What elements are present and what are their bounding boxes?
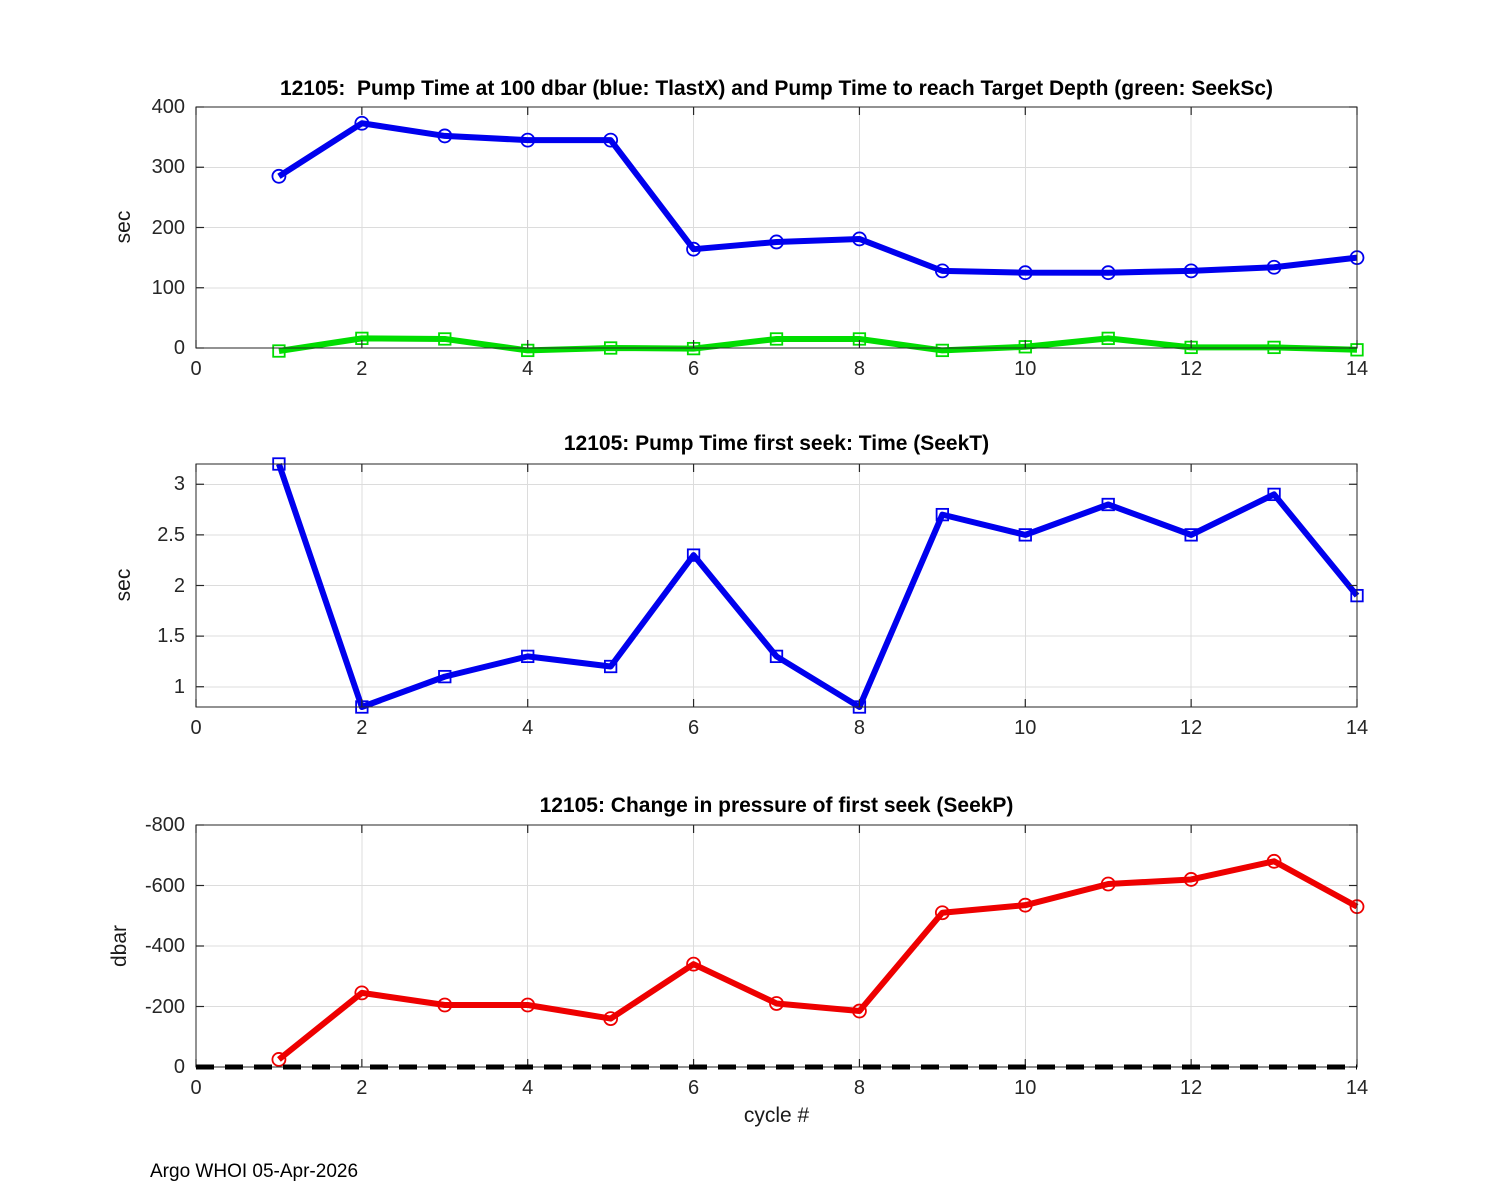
data-marker-circle xyxy=(852,1003,867,1019)
y-tick-label: 200 xyxy=(151,216,185,239)
data-marker-square xyxy=(686,548,701,562)
x-tick-label: 0 xyxy=(190,358,202,380)
data-marker-circle xyxy=(520,997,536,1013)
data-marker-circle xyxy=(686,956,701,972)
y-tick-label: 0 xyxy=(173,1056,185,1078)
data-marker-circle xyxy=(271,1052,287,1067)
data-marker-circle xyxy=(603,132,619,148)
x-tick-label: 10 xyxy=(1014,358,1037,380)
data-marker-square xyxy=(603,659,618,674)
x-tick-label: 6 xyxy=(688,717,700,739)
data-marker-circle xyxy=(354,115,370,131)
footer-note: Argo WHOI 05-Apr-2026 xyxy=(150,1161,359,1182)
y-tick-label: -800 xyxy=(144,814,185,836)
x-tick-label: 14 xyxy=(1345,1077,1369,1099)
x-tick-label: 14 xyxy=(1345,358,1369,380)
x-tick-label: 8 xyxy=(853,1077,865,1099)
data-marker-circle xyxy=(1100,876,1116,892)
y-tick-label: -600 xyxy=(144,874,185,897)
data-marker-circle xyxy=(1183,872,1199,887)
data-marker-square xyxy=(1018,528,1032,542)
data-marker-circle xyxy=(686,241,701,257)
x-tick-label: 10 xyxy=(1014,717,1037,739)
y-tick-label: 300 xyxy=(151,156,185,179)
data-marker-square xyxy=(1267,340,1281,355)
data-marker-circle xyxy=(1266,259,1282,275)
data-marker-square xyxy=(1101,497,1115,512)
data-marker-circle xyxy=(934,263,950,279)
data-marker-square xyxy=(438,669,452,684)
data-marker-circle xyxy=(437,128,453,144)
x-tick-label: 4 xyxy=(522,1077,534,1099)
data-marker-square xyxy=(935,343,950,358)
chart-title: 12105: Change in pressure of first seek … xyxy=(539,794,1014,817)
series-line-SeekSc xyxy=(278,335,1358,354)
x-tick-label: 12 xyxy=(1180,717,1203,739)
data-marker-circle xyxy=(1266,853,1282,869)
x-tick-label: 0 xyxy=(190,1077,202,1099)
y-tick-label: 100 xyxy=(151,276,185,299)
data-marker-circle xyxy=(934,905,950,921)
y-tick-label: 0 xyxy=(173,337,185,359)
data-marker-square xyxy=(769,332,784,346)
data-marker-circle xyxy=(437,997,453,1013)
data-marker-circle xyxy=(1017,265,1033,281)
data-marker-square xyxy=(521,649,535,664)
data-marker-circle xyxy=(769,234,784,250)
x-tick-label: 6 xyxy=(688,1077,700,1099)
data-marker-square xyxy=(272,344,286,358)
x-tick-label: 8 xyxy=(853,358,865,380)
x-tick-label: 10 xyxy=(1014,1077,1037,1099)
data-marker-square xyxy=(1267,487,1281,502)
data-marker-square xyxy=(769,649,784,664)
x-tick-label: 8 xyxy=(853,717,865,739)
data-marker-circle xyxy=(852,231,867,247)
series-line-TlastX xyxy=(277,120,1358,276)
y-tick-label: 3 xyxy=(173,473,185,496)
data-marker-square xyxy=(1101,331,1115,346)
data-marker-circle xyxy=(1017,897,1033,913)
chart-title: 12105: Pump Time first seek: Time (SeekT… xyxy=(563,432,990,455)
data-marker-circle xyxy=(603,1011,619,1026)
data-marker-square xyxy=(438,332,452,346)
series-line-SeekP xyxy=(277,858,1359,1062)
x-tick-label: 14 xyxy=(1345,717,1369,739)
data-marker-square xyxy=(935,507,950,522)
x-tick-label: 12 xyxy=(1180,358,1203,380)
chart-title: 12105: Pump Time at 100 dbar (blue: Tlas… xyxy=(279,77,1274,100)
data-marker-square xyxy=(1184,528,1198,542)
series-line-SeekT xyxy=(276,463,1360,710)
data-marker-circle xyxy=(1183,263,1199,279)
y-tick-label: 2 xyxy=(173,574,185,597)
data-marker-circle xyxy=(520,132,536,148)
y-tick-label: 2.5 xyxy=(157,523,185,546)
y-tick-label: 1.5 xyxy=(157,625,185,648)
data-marker-circle xyxy=(354,985,370,1001)
y-tick-label: -200 xyxy=(144,995,185,1018)
y-tick-label: 1 xyxy=(173,675,185,698)
x-tick-label: 2 xyxy=(356,717,368,739)
data-marker-circle xyxy=(271,168,287,184)
y-tick-label: -400 xyxy=(144,935,185,957)
x-tick-label: 6 xyxy=(688,358,700,380)
x-tick-label: 2 xyxy=(356,358,368,380)
data-marker-circle xyxy=(1100,265,1116,281)
x-tick-label: 4 xyxy=(522,717,534,739)
x-tick-label: 12 xyxy=(1180,1077,1203,1099)
x-tick-label: 4 xyxy=(522,358,534,380)
x-axis-label: cycle # xyxy=(743,1104,810,1127)
data-marker-circle xyxy=(769,996,784,1011)
x-tick-label: 2 xyxy=(356,1077,368,1099)
x-tick-label: 0 xyxy=(190,717,202,739)
y-tick-label: 400 xyxy=(151,96,185,118)
